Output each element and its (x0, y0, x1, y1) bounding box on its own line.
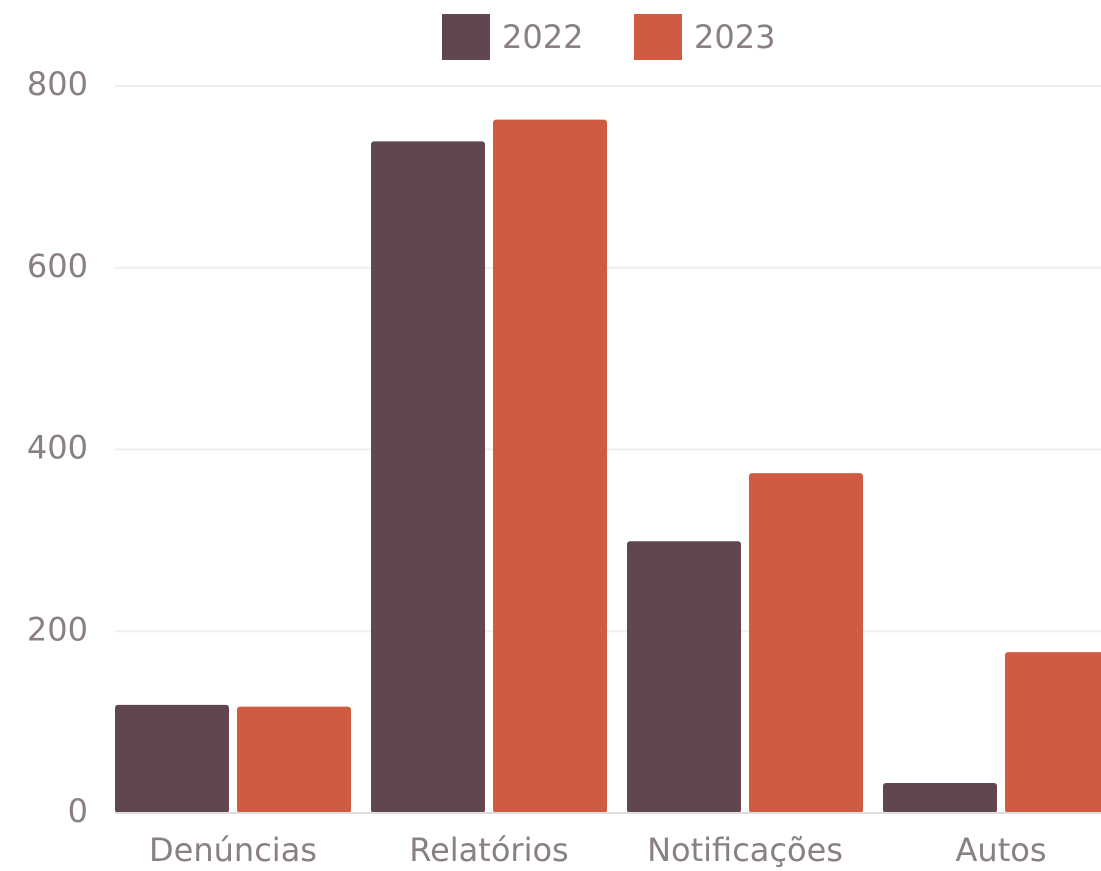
legend-label: 2023 (694, 18, 775, 56)
bar (237, 706, 351, 813)
bar (115, 704, 229, 813)
bar (749, 473, 863, 813)
x-tick-label: Notificações (647, 831, 843, 869)
legend-label: 2022 (502, 18, 583, 56)
bar (371, 141, 485, 814)
y-tick-label: 0 (68, 792, 88, 830)
legend-swatch (442, 14, 490, 60)
legend-swatch (634, 14, 682, 60)
x-tick-label: Denúncias (149, 831, 317, 869)
y-tick-label: 600 (27, 247, 88, 285)
bar (1005, 652, 1101, 813)
bar (493, 119, 607, 813)
y-tick-label: 800 (27, 65, 88, 103)
x-tick-label: Autos (956, 831, 1047, 869)
bar (883, 783, 997, 813)
x-tick-label: Relatórios (409, 831, 568, 869)
y-tick-label: 200 (27, 610, 88, 648)
y-tick-label: 400 (27, 429, 88, 467)
bar (627, 541, 741, 813)
